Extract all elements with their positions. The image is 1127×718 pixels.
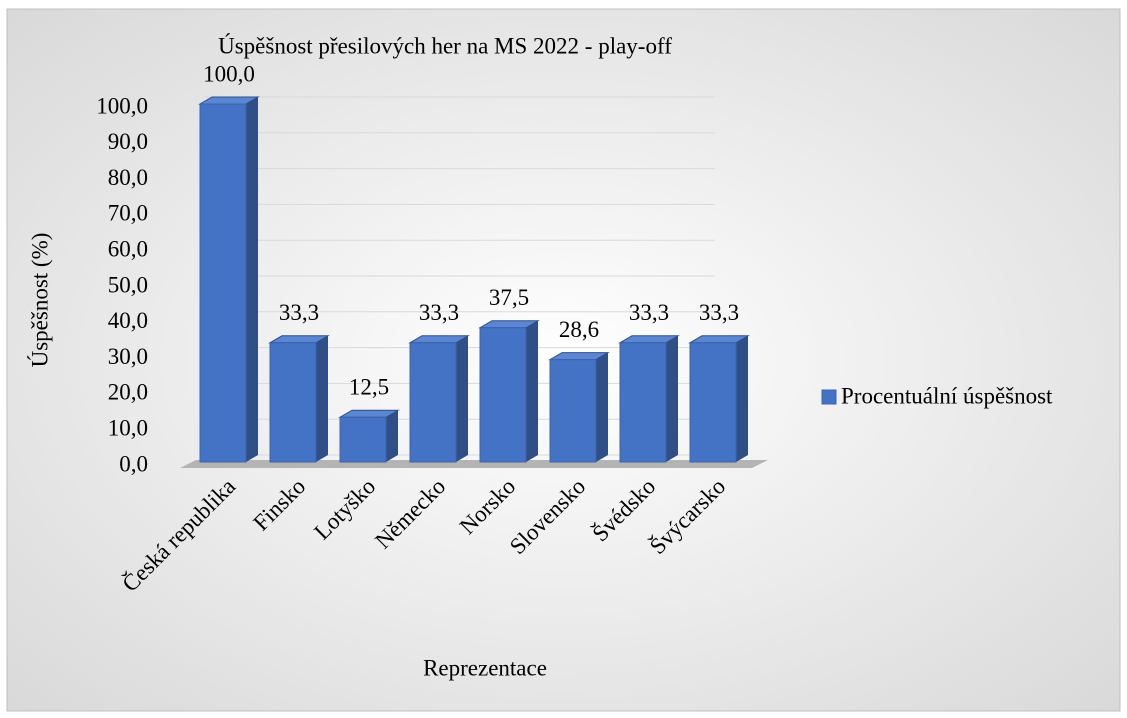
data-label: 28,6: [559, 317, 599, 342]
bar: [619, 342, 667, 463]
bar: [549, 359, 597, 463]
y-tick-label: 50,0: [108, 272, 148, 297]
bar: [339, 416, 387, 463]
bar-side: [736, 335, 748, 462]
data-label: 33,3: [699, 300, 739, 325]
y-tick-label: 10,0: [108, 415, 148, 440]
bar: [479, 327, 527, 463]
bar-side: [456, 335, 468, 462]
y-tick-label: 90,0: [108, 129, 148, 154]
bar-side: [666, 335, 678, 462]
y-tick-label: 60,0: [108, 236, 148, 261]
bar-side: [386, 410, 398, 462]
legend-swatch: [821, 389, 837, 405]
y-tick-label: 40,0: [108, 308, 148, 333]
data-label: 33,3: [419, 300, 459, 325]
chart-title: Úspěšnost přesilových her na MS 2022 - p…: [218, 32, 672, 58]
data-label: 33,3: [279, 300, 319, 325]
legend-label: Procentuální úspěšnost: [841, 383, 1053, 408]
y-tick-label: 0,0: [119, 451, 148, 476]
bar-side: [316, 335, 328, 462]
floor: [180, 460, 768, 468]
data-label: 37,5: [489, 285, 529, 310]
x-axis-label: Reprezentace: [423, 655, 547, 680]
y-tick-label: 20,0: [108, 380, 148, 405]
y-tick-label: 100,0: [96, 93, 148, 118]
data-label: 100,0: [203, 61, 255, 86]
bar: [269, 342, 317, 463]
data-label: 33,3: [629, 300, 669, 325]
bar: [199, 103, 247, 463]
bar-side: [596, 352, 608, 462]
bar-side: [246, 97, 258, 462]
y-axis-label: Úspěšnost (%): [26, 233, 52, 368]
y-tick-label: 70,0: [108, 201, 148, 226]
y-tick-label: 80,0: [108, 165, 148, 190]
bar: [689, 342, 737, 463]
bar: [409, 342, 457, 463]
data-label: 12,5: [349, 375, 389, 400]
bar-side: [526, 320, 538, 462]
y-tick-label: 30,0: [108, 344, 148, 369]
